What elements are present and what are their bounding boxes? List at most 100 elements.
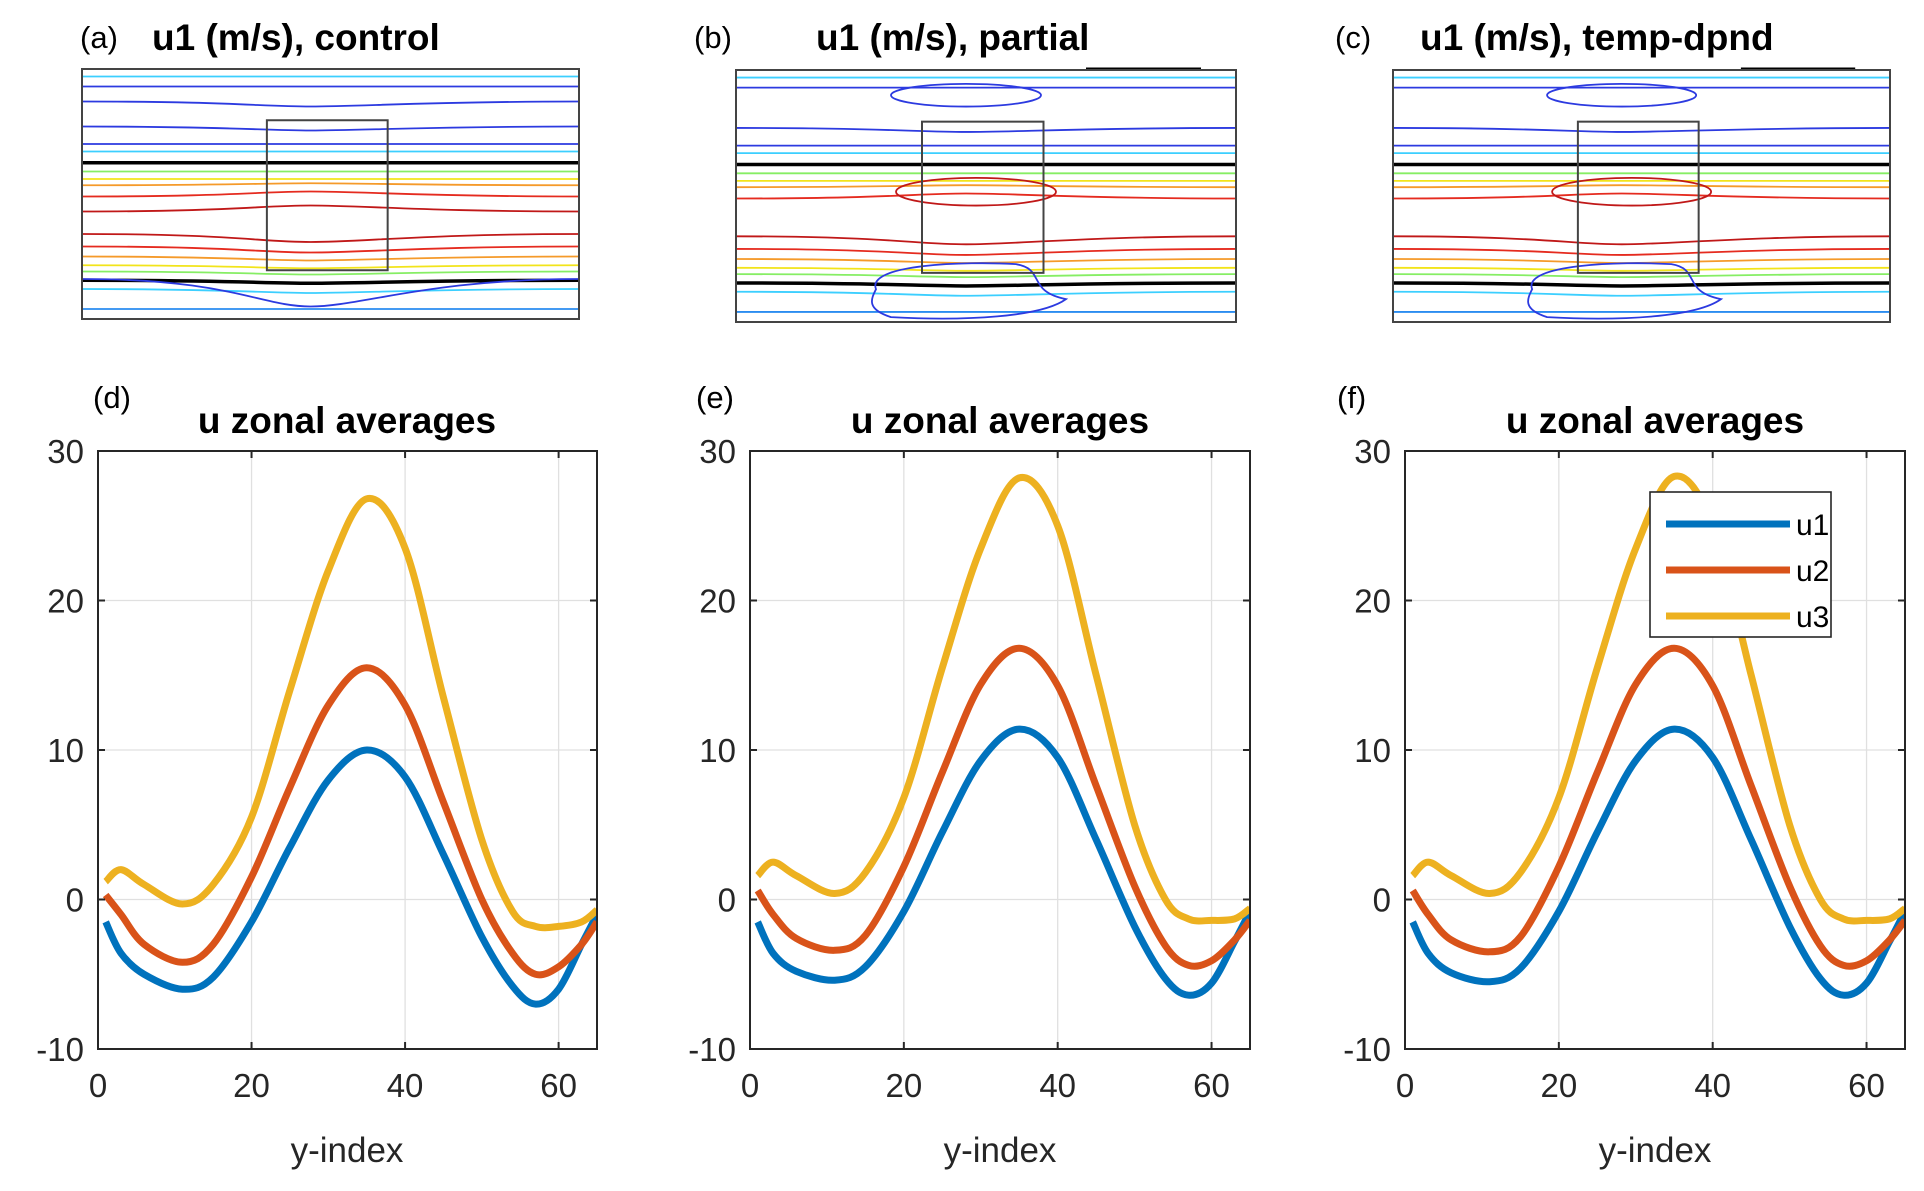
y-tick-label: -10 [688,1031,736,1068]
contour-line [735,235,1237,246]
y-tick-label: 0 [66,882,84,919]
series-line-u3 [1410,472,1905,925]
region-box [1576,120,1700,274]
series-group-e [754,474,1250,999]
y-tick-label: 20 [47,583,84,620]
legend: u1 u2 u3 [1649,491,1832,638]
x-axis-label-f: y-index [1599,1131,1712,1170]
contour-line [81,190,580,198]
contour-lines-b [735,67,1237,320]
x-tick-label: 20 [885,1067,922,1104]
contour-loop [871,262,1069,320]
chart-title-f: u zonal averages [1506,400,1804,441]
contour-panel-b: (b) u1 (m/s), partial [694,17,1237,323]
chart-title-e: u zonal averages [851,400,1149,441]
y-tick-label: 10 [1354,732,1391,769]
contour-line [81,264,580,270]
line-chart-f: (f) u zonal averages y-index 0 20 40 60-100… [1337,380,1906,1170]
contour-line [735,248,1237,256]
series-line-u1 [102,746,597,1008]
x-tick-label: 40 [387,1067,424,1104]
series-line-u1 [754,725,1250,999]
contour-loop [1551,176,1713,207]
contour-line [81,204,580,213]
panel-label-e: (e) [696,380,734,415]
contour-lines-c [1392,67,1891,320]
series-line-u2 [754,644,1250,970]
series-line-u2 [102,664,597,979]
panel-label-b: (b) [694,20,732,55]
panel-label-a: (a) [80,20,118,55]
y-tick-label: 30 [1354,433,1391,470]
x-tick-label: 60 [540,1067,577,1104]
y-tick-label: 20 [699,583,736,620]
contour-line [1392,290,1891,297]
line-chart-d: (d) u zonal averages y-index 0 20 40 60-100… [36,380,598,1170]
contour-line [735,281,1237,288]
contour-line [1392,266,1891,272]
contour-line [1392,281,1891,288]
contour-loop [1546,82,1698,108]
y-tick-label: 20 [1354,583,1391,620]
line-chart-e: (e) u zonal averages y-index 0 20 40 60-100… [688,380,1251,1170]
chart-title-d: u zonal averages [198,400,496,441]
series-line-u3 [755,474,1250,925]
x-tick-label: 20 [1540,1067,1577,1104]
series-line-u1 [1409,725,1905,999]
y-tick-label: 30 [47,433,84,470]
contour-line [81,278,580,308]
region-box [921,120,1045,274]
y-tick-label: 10 [699,732,736,769]
contour-line [1392,235,1891,246]
contour-line [735,127,1237,133]
contour-line [81,100,580,108]
contour-frame-c [1392,69,1891,323]
y-tick-label: 0 [1373,882,1391,919]
y-tick-label: 30 [699,433,736,470]
contour-line [735,290,1237,297]
x-tick-label: 0 [89,1067,107,1104]
contour-line [1392,184,1891,189]
y-tick-label: -10 [1343,1031,1391,1068]
panel-label-c: (c) [1335,20,1371,55]
x-axis-label-e: y-index [944,1131,1057,1170]
contour-line [735,192,1237,200]
contour-line [81,125,580,132]
contour-line [81,278,580,286]
contour-line [1392,192,1891,200]
legend-label-u2: u2 [1796,555,1829,588]
contour-line [81,245,580,254]
x-tick-label: 0 [741,1067,759,1104]
legend-label-u1: u1 [1796,509,1829,542]
series-line-u3 [103,494,597,932]
contour-line [735,266,1237,272]
contour-lines-a [81,75,580,310]
y-tick-label: 0 [718,882,736,919]
x-axis-label-d: y-index [291,1131,404,1170]
contour-line [81,270,580,276]
panel-label-d: (d) [93,380,131,415]
contour-line [735,273,1237,279]
x-tick-label: 60 [1848,1067,1885,1104]
contour-frame-b [735,69,1237,323]
panel-title-a: u1 (m/s), control [152,17,440,58]
contour-line [735,184,1237,189]
contour-line [81,233,580,243]
contour-line [1392,248,1891,256]
x-tick-label: 40 [1039,1067,1076,1104]
series-group-f [1409,472,1905,999]
contour-line [81,288,580,294]
contour-line [81,182,580,187]
legend-label-u3: u3 [1796,601,1829,634]
y-tick-label: -10 [36,1031,84,1068]
panel-title-c: u1 (m/s), temp-dpnd [1420,17,1774,58]
panel-label-f: (f) [1337,380,1366,415]
contour-panel-a: (a) u1 (m/s), control [80,17,580,320]
x-tick-label: 0 [1396,1067,1414,1104]
contour-loop [1527,262,1724,320]
contour-line [1392,273,1891,279]
y-tick-label: 10 [47,732,84,769]
panel-title-b: u1 (m/s), partial [816,17,1089,58]
x-tick-label: 20 [233,1067,270,1104]
